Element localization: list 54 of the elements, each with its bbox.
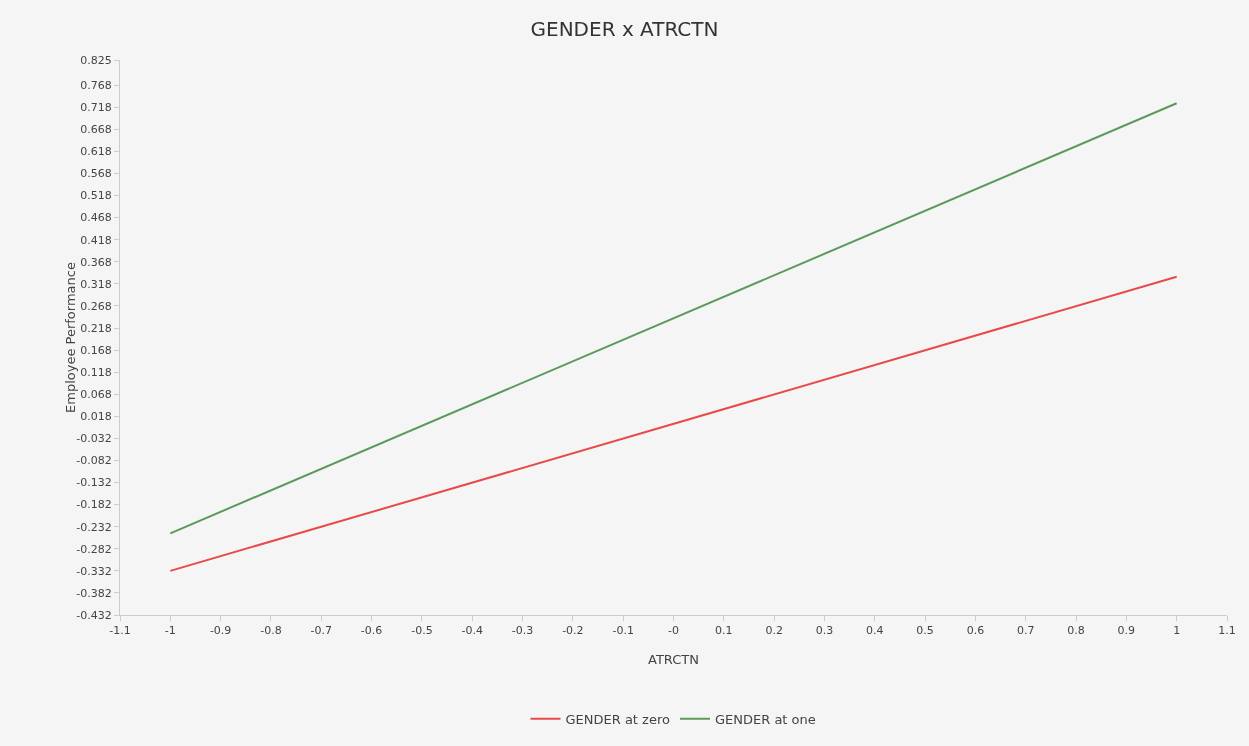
x-tick-label: -0.8: [260, 624, 282, 638]
x-tick-label: 1.1: [1218, 624, 1236, 638]
x-axis-title: ATRCTN: [648, 652, 699, 667]
x-tick-label: -0.6: [360, 624, 383, 638]
chart-title: GENDER x ATRCTN: [530, 17, 719, 42]
x-tick-label: -0.2: [562, 624, 584, 638]
y-tick-label: 0.368: [80, 255, 112, 269]
y-tick-label: -0.282: [76, 542, 112, 556]
y-tick-label: -0.182: [76, 498, 112, 512]
x-tick-label: -0.4: [461, 624, 483, 638]
x-tick-label: 0.3: [815, 624, 834, 638]
y-tick-label: 0.468: [80, 211, 112, 225]
x-tick-label: 0.4: [866, 624, 884, 638]
x-tick-label: 0.6: [966, 624, 985, 638]
x-tick-label: 0.7: [1016, 624, 1035, 638]
legend-label: GENDER at zero: [565, 711, 670, 727]
x-tick-label: 0.5: [916, 624, 934, 638]
y-tick-label: -0.382: [76, 586, 112, 600]
y-tick-label: 0.568: [80, 167, 112, 181]
y-axis-title: Employee Performance: [63, 262, 79, 413]
x-tick-label: -1: [164, 624, 176, 638]
y-tick-label: 0.018: [80, 410, 112, 424]
y-tick-label: -0.232: [76, 520, 112, 534]
y-tick-label: 0.825: [80, 53, 112, 67]
x-tick-label: 0.1: [715, 624, 733, 638]
x-tick-label: -0.1: [612, 624, 634, 638]
y-tick-label: 0.218: [80, 321, 112, 335]
y-tick-label: 0.318: [80, 277, 112, 291]
x-tick-label: -0.7: [310, 624, 332, 638]
y-tick-label: 0.268: [80, 299, 112, 313]
y-tick-label: -0.032: [76, 432, 112, 446]
x-tick-label: -0.5: [411, 624, 433, 638]
x-tick-label: 0.2: [765, 624, 783, 638]
y-tick-label: -0.132: [76, 476, 112, 490]
x-tick-label: 1: [1173, 624, 1181, 638]
x-tick-label: 0.8: [1067, 624, 1085, 638]
y-tick-label: 0.718: [80, 101, 112, 115]
y-tick-label: 0.768: [80, 79, 112, 93]
x-tick-label: -1.1: [109, 624, 131, 638]
x-tick-label: 0.9: [1117, 624, 1136, 638]
y-tick-label: 0.518: [80, 189, 112, 203]
y-tick-label: 0.668: [80, 123, 112, 137]
y-tick-label: 0.118: [80, 366, 112, 380]
y-tick-label: -0.332: [76, 564, 112, 578]
x-tick-label: -0: [668, 624, 679, 638]
y-tick-label: -0.082: [76, 454, 112, 468]
y-tick-label: 0.168: [80, 343, 112, 357]
legend-label: GENDER at one: [714, 711, 816, 727]
x-tick-label: -0.3: [511, 624, 534, 638]
x-tick-label: -0.9: [209, 624, 232, 638]
y-tick-label: 0.418: [80, 233, 112, 247]
y-tick-label: 0.618: [80, 145, 112, 159]
y-tick-label: 0.068: [80, 388, 112, 402]
y-tick-label: -0.432: [76, 608, 112, 622]
